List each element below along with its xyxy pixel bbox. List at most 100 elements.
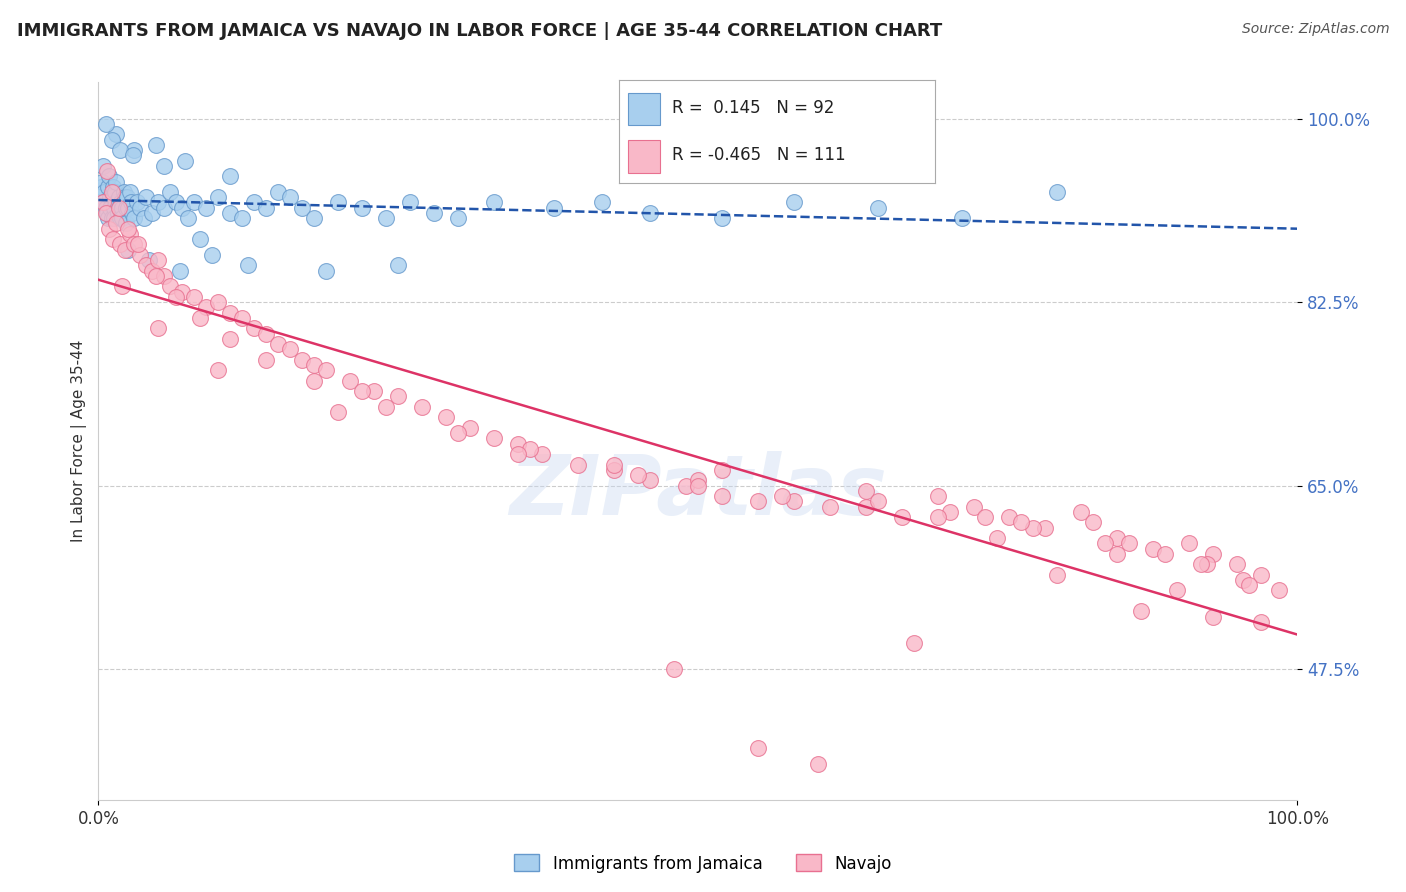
Point xyxy=(747,740,769,755)
Point xyxy=(1202,609,1225,624)
Point xyxy=(927,510,949,524)
Point xyxy=(638,474,661,488)
Point xyxy=(1083,516,1105,530)
Point xyxy=(117,243,139,257)
Point xyxy=(107,206,129,220)
Point xyxy=(243,321,266,335)
Point xyxy=(115,217,138,231)
Point xyxy=(111,211,134,226)
Point xyxy=(291,352,314,367)
Point xyxy=(375,400,398,414)
Point xyxy=(1226,558,1249,572)
Point xyxy=(105,217,128,231)
Point xyxy=(165,195,187,210)
Point xyxy=(141,206,163,220)
Point xyxy=(219,206,242,220)
Point xyxy=(1010,516,1032,530)
Point xyxy=(135,190,157,204)
Legend: Immigrants from Jamaica, Navajo: Immigrants from Jamaica, Navajo xyxy=(508,847,898,880)
Point xyxy=(100,132,122,146)
Text: Source: ZipAtlas.com: Source: ZipAtlas.com xyxy=(1241,22,1389,37)
Point xyxy=(93,185,115,199)
Point xyxy=(108,237,131,252)
Point xyxy=(675,478,697,492)
Point xyxy=(98,201,121,215)
Point xyxy=(339,374,361,388)
Text: R = -0.465   N = 111: R = -0.465 N = 111 xyxy=(672,146,846,164)
Point xyxy=(315,263,337,277)
Point xyxy=(188,232,211,246)
Point xyxy=(188,310,211,325)
Point xyxy=(91,174,114,188)
Point xyxy=(103,211,125,226)
Point xyxy=(115,201,138,215)
Point xyxy=(1107,531,1129,545)
Point xyxy=(100,185,122,199)
Point xyxy=(782,494,804,508)
Point xyxy=(195,201,218,215)
Point xyxy=(100,211,122,226)
Point xyxy=(108,143,131,157)
Point xyxy=(153,268,176,283)
Point xyxy=(363,384,385,399)
Point xyxy=(302,358,325,372)
Point xyxy=(96,164,118,178)
Point xyxy=(111,279,134,293)
Point xyxy=(254,352,277,367)
Point xyxy=(125,195,148,210)
Point xyxy=(153,201,176,215)
Point xyxy=(111,201,134,215)
Point xyxy=(124,237,146,252)
Point xyxy=(165,290,187,304)
Point xyxy=(117,201,139,215)
Point xyxy=(94,201,117,215)
Point xyxy=(1250,615,1272,629)
Point xyxy=(506,447,529,461)
Point xyxy=(105,195,128,210)
Point xyxy=(124,143,146,157)
Point xyxy=(267,185,290,199)
Point xyxy=(326,195,349,210)
Point xyxy=(112,185,135,199)
Point xyxy=(1130,604,1153,618)
Point xyxy=(530,447,553,461)
Point xyxy=(108,211,131,226)
Point xyxy=(1268,583,1291,598)
Point xyxy=(148,253,170,268)
Point xyxy=(710,463,733,477)
Point xyxy=(145,137,167,152)
Point xyxy=(114,190,136,204)
Point xyxy=(627,468,650,483)
Point xyxy=(219,305,242,319)
Point xyxy=(458,421,481,435)
Point xyxy=(129,248,152,262)
Point xyxy=(118,227,141,241)
Point xyxy=(903,636,925,650)
Point xyxy=(326,405,349,419)
Point xyxy=(710,211,733,226)
Point xyxy=(183,290,205,304)
Point xyxy=(315,363,337,377)
Point xyxy=(231,310,253,325)
Point xyxy=(207,363,229,377)
Point xyxy=(399,195,422,210)
Point xyxy=(387,389,409,403)
Point xyxy=(1070,505,1092,519)
Point xyxy=(1154,547,1177,561)
Point xyxy=(124,211,146,226)
Point xyxy=(278,190,301,204)
Point xyxy=(352,384,374,399)
Point xyxy=(638,206,661,220)
Point xyxy=(1232,573,1254,587)
Point xyxy=(231,211,253,226)
Point xyxy=(1166,583,1188,598)
Point xyxy=(302,374,325,388)
Point xyxy=(1189,558,1212,572)
Point xyxy=(129,201,152,215)
Point xyxy=(411,400,433,414)
Point xyxy=(543,201,565,215)
Text: R =  0.145   N = 92: R = 0.145 N = 92 xyxy=(672,99,835,117)
Point xyxy=(567,458,589,472)
Y-axis label: In Labor Force | Age 35-44: In Labor Force | Age 35-44 xyxy=(72,340,87,542)
Point xyxy=(1046,185,1069,199)
